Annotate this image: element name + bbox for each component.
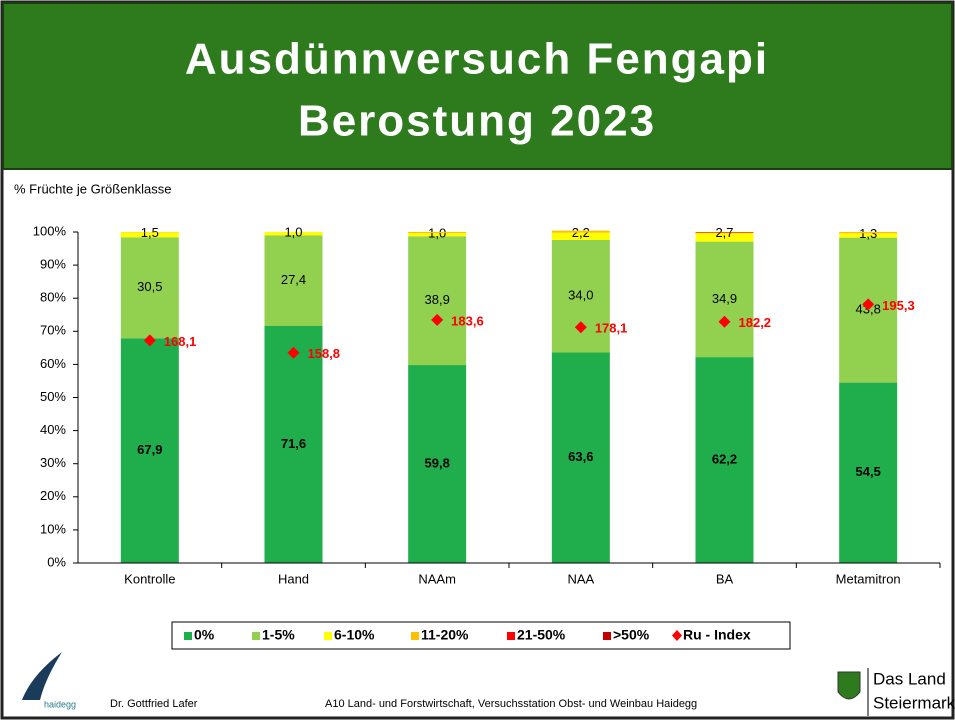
y-tick-label: 40% — [40, 422, 66, 437]
y-tick-label: 30% — [40, 455, 66, 470]
data-label: 34,0 — [568, 288, 593, 303]
legend-marker — [324, 632, 332, 640]
x-tick-label: Hand — [278, 571, 309, 586]
brand-text: Das Land — [873, 669, 946, 688]
y-tick-label: 100% — [33, 223, 67, 238]
y-tick-label: 70% — [40, 323, 66, 338]
y-axis-label: % Früchte je Größenklasse — [14, 181, 172, 196]
legend-label: 1-5% — [262, 627, 295, 643]
y-tick-label: 10% — [40, 521, 66, 536]
y-tick-label: 0% — [47, 554, 66, 569]
legend-marker — [603, 632, 611, 640]
y-tick-label: 20% — [40, 488, 66, 503]
data-label: 38,9 — [425, 292, 450, 307]
legend-label: 21-50% — [517, 627, 566, 643]
footer-institution: A10 Land- und Forstwirtschaft, Versuchss… — [325, 698, 697, 710]
data-label: 62,2 — [712, 451, 737, 466]
data-label: 1,0 — [284, 224, 302, 239]
bar-segment — [552, 231, 610, 233]
logo-text: haidegg — [44, 699, 76, 709]
bar-segment — [839, 232, 897, 233]
y-tick-label: 90% — [40, 257, 66, 272]
data-label: 59,8 — [425, 455, 450, 470]
y-tick-label: 50% — [40, 389, 66, 404]
bar-segment — [408, 232, 466, 233]
x-tick-label: NAAm — [418, 571, 456, 586]
legend-marker — [411, 632, 419, 640]
data-label: 30,5 — [137, 279, 162, 294]
y-tick-label: 60% — [40, 356, 66, 371]
legend-label: >50% — [613, 627, 650, 643]
brand-text: Steiermark — [873, 693, 955, 712]
coat-of-arms — [838, 672, 860, 699]
x-tick-label: Kontrolle — [124, 571, 175, 586]
data-label: 183,6 — [451, 313, 484, 328]
legend-label: Ru - Index — [683, 627, 751, 643]
data-label: 67,9 — [137, 442, 162, 457]
data-label: 63,6 — [568, 449, 593, 464]
x-tick-label: NAA — [567, 571, 594, 586]
data-label: 168,1 — [164, 334, 197, 349]
bar-segment — [696, 232, 754, 233]
y-tick-label: 80% — [40, 290, 66, 305]
data-label: 71,6 — [281, 436, 306, 451]
data-label: 195,3 — [882, 298, 915, 313]
footer-author: Dr. Gottfried Lafer — [110, 698, 198, 710]
data-label: 34,9 — [712, 291, 737, 306]
legend-marker — [252, 632, 260, 640]
title-line: Berostung 2023 — [298, 97, 656, 146]
legend-label: 11-20% — [421, 627, 469, 643]
legend-marker — [184, 632, 192, 640]
data-label: 27,4 — [281, 272, 306, 287]
legend-label: 6-10% — [334, 627, 375, 643]
legend-marker — [507, 632, 515, 640]
legend-label: 0% — [194, 627, 215, 643]
x-tick-label: BA — [716, 571, 734, 586]
x-tick-label: Metamitron — [836, 571, 901, 586]
data-label: 158,8 — [308, 346, 341, 361]
data-label: 182,2 — [739, 315, 772, 330]
title-line: Ausdünnversuch Fengapi — [185, 35, 769, 84]
data-label: 54,5 — [856, 464, 881, 479]
data-label: 178,1 — [595, 321, 628, 336]
